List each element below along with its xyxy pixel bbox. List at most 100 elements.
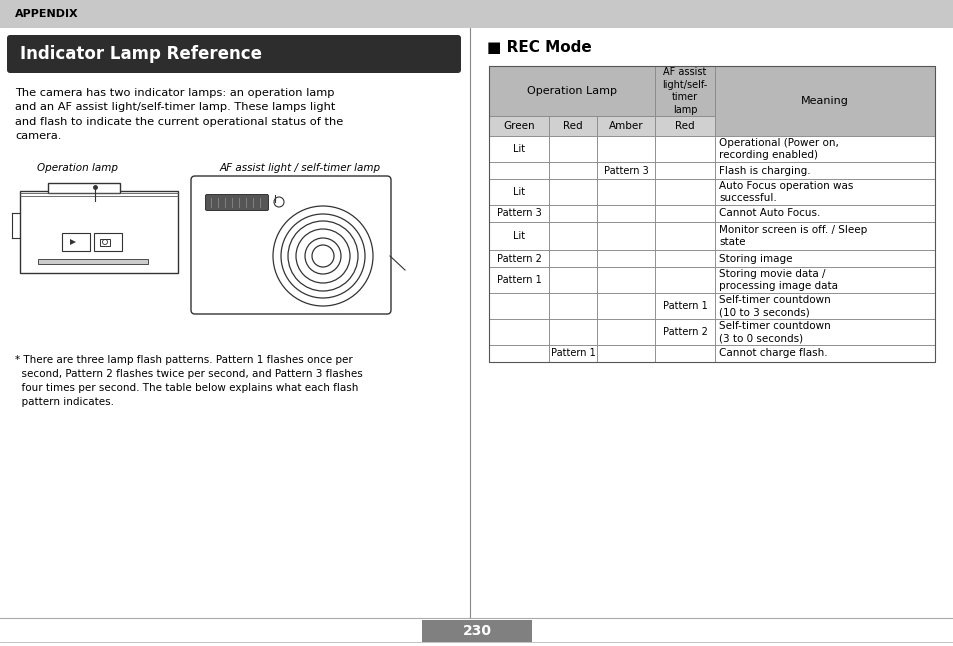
Bar	[714, 345, 934, 362]
FancyBboxPatch shape	[7, 35, 460, 73]
Bar	[597, 179, 655, 205]
Bar	[714, 162, 934, 179]
Bar	[597, 250, 655, 267]
Bar	[597, 267, 655, 293]
Bar	[655, 293, 714, 319]
Text: Auto Focus operation was
successful.: Auto Focus operation was successful.	[719, 181, 853, 203]
Bar	[597, 319, 655, 345]
Text: Green: Green	[502, 121, 535, 131]
Text: Indicator Lamp Reference: Indicator Lamp Reference	[20, 45, 262, 63]
Text: Cannot charge flash.: Cannot charge flash.	[719, 348, 827, 359]
Bar	[548, 136, 597, 162]
Bar	[655, 250, 714, 267]
Text: Lit: Lit	[513, 144, 524, 154]
Bar	[655, 179, 714, 205]
Text: Meaning: Meaning	[801, 96, 848, 106]
Text: Red: Red	[675, 121, 694, 131]
Bar	[714, 136, 934, 162]
Text: Amber: Amber	[608, 121, 642, 131]
Text: APPENDIX: APPENDIX	[15, 9, 78, 19]
Bar	[489, 267, 548, 293]
Bar	[94, 233, 122, 251]
Text: ■ REC Mode: ■ REC Mode	[486, 40, 591, 55]
Bar	[62, 233, 90, 251]
Bar	[548, 222, 597, 250]
Bar	[548, 293, 597, 319]
Bar	[714, 250, 934, 267]
Text: Self-timer countdown
(10 to 3 seconds): Self-timer countdown (10 to 3 seconds)	[719, 295, 830, 317]
Bar	[548, 267, 597, 293]
Text: Operation lamp: Operation lamp	[37, 163, 118, 173]
Text: Self-timer countdown
(3 to 0 seconds): Self-timer countdown (3 to 0 seconds)	[719, 321, 830, 343]
Bar	[489, 222, 548, 250]
Bar	[655, 136, 714, 162]
Bar	[655, 267, 714, 293]
Text: Storing image: Storing image	[719, 253, 792, 264]
Bar	[714, 267, 934, 293]
Bar	[548, 162, 597, 179]
Text: 230: 230	[462, 624, 491, 638]
Bar	[489, 293, 548, 319]
Bar	[48, 183, 120, 193]
Circle shape	[274, 197, 284, 207]
Bar	[489, 345, 548, 362]
Bar	[655, 205, 714, 222]
Bar	[597, 136, 655, 162]
Text: Operational (Power on,
recording enabled): Operational (Power on, recording enabled…	[719, 138, 838, 160]
Bar	[548, 179, 597, 205]
Text: Pattern 2: Pattern 2	[497, 253, 541, 264]
Bar	[489, 205, 548, 222]
Bar	[655, 222, 714, 250]
Bar	[38, 259, 148, 264]
Text: Cannot Auto Focus.: Cannot Auto Focus.	[719, 209, 820, 218]
Bar	[597, 293, 655, 319]
Bar	[597, 116, 655, 136]
Bar	[714, 179, 934, 205]
Text: Pattern 3: Pattern 3	[497, 209, 540, 218]
Bar	[548, 345, 597, 362]
Text: Red: Red	[562, 121, 582, 131]
FancyBboxPatch shape	[191, 176, 391, 314]
Text: Pattern 1: Pattern 1	[550, 348, 595, 359]
Bar	[489, 136, 548, 162]
Bar	[655, 345, 714, 362]
Text: Pattern 1: Pattern 1	[497, 275, 540, 285]
Text: * There are three lamp flash patterns. Pattern 1 flashes once per
  second, Patt: * There are three lamp flash patterns. P…	[15, 355, 362, 407]
Bar	[421, 620, 532, 642]
Text: Storing movie data /
processing image data: Storing movie data / processing image da…	[719, 269, 837, 291]
Text: Pattern 2: Pattern 2	[662, 327, 707, 337]
Bar	[489, 162, 548, 179]
Bar	[548, 319, 597, 345]
Text: Lit: Lit	[513, 187, 524, 197]
Bar	[714, 205, 934, 222]
Bar	[489, 66, 655, 116]
Bar	[548, 250, 597, 267]
Bar	[100, 239, 110, 246]
Text: Pattern 3: Pattern 3	[603, 165, 648, 176]
Bar	[655, 116, 714, 136]
Bar	[655, 319, 714, 345]
Bar	[597, 205, 655, 222]
Text: Flash is charging.: Flash is charging.	[719, 165, 810, 176]
Bar	[489, 179, 548, 205]
Bar	[548, 205, 597, 222]
FancyBboxPatch shape	[205, 194, 268, 211]
Bar	[489, 66, 934, 362]
Bar	[548, 116, 597, 136]
Bar	[714, 319, 934, 345]
Bar	[597, 222, 655, 250]
Polygon shape	[70, 239, 76, 245]
Bar	[714, 293, 934, 319]
Bar	[655, 162, 714, 179]
Bar	[597, 345, 655, 362]
Text: Monitor screen is off. / Sleep
state: Monitor screen is off. / Sleep state	[719, 225, 866, 247]
Bar	[714, 66, 934, 136]
Text: Lit: Lit	[513, 231, 524, 241]
Bar	[597, 162, 655, 179]
Text: Pattern 1: Pattern 1	[662, 301, 706, 311]
Text: The camera has two indicator lamps: an operation lamp
and an AF assist light/sel: The camera has two indicator lamps: an o…	[15, 88, 343, 141]
Bar	[655, 66, 714, 116]
Bar	[489, 319, 548, 345]
Text: AF assist light / self-timer lamp: AF assist light / self-timer lamp	[219, 163, 380, 173]
Text: AF assist
light/self-
timer
lamp: AF assist light/self- timer lamp	[661, 67, 707, 114]
